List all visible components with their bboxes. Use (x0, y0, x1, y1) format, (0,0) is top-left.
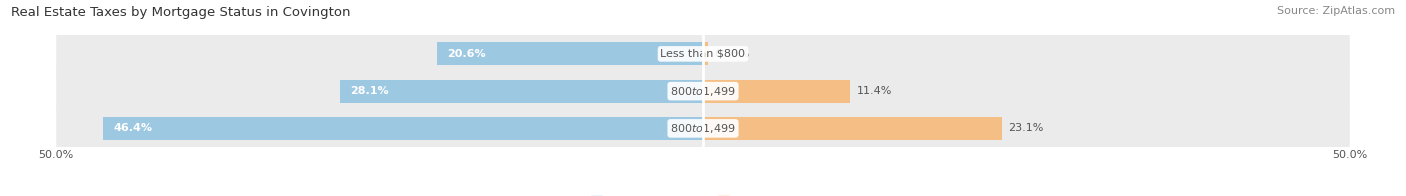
FancyBboxPatch shape (56, 20, 1350, 88)
Bar (703, 117, 1002, 140)
Text: 23.1%: 23.1% (1008, 123, 1043, 133)
Bar (436, 42, 703, 65)
Text: Real Estate Taxes by Mortgage Status in Covington: Real Estate Taxes by Mortgage Status in … (11, 6, 350, 19)
Bar (703, 42, 707, 65)
Text: 11.4%: 11.4% (856, 86, 893, 96)
Text: $800 to $1,499: $800 to $1,499 (671, 85, 735, 98)
Bar (703, 80, 851, 103)
Text: $800 to $1,499: $800 to $1,499 (671, 122, 735, 135)
Text: 0.38%: 0.38% (714, 49, 749, 59)
Text: 46.4%: 46.4% (112, 123, 152, 133)
Legend: Without Mortgage, With Mortgage: Without Mortgage, With Mortgage (586, 192, 820, 196)
Text: Source: ZipAtlas.com: Source: ZipAtlas.com (1277, 6, 1395, 16)
Text: Less than $800: Less than $800 (661, 49, 745, 59)
FancyBboxPatch shape (56, 57, 1350, 125)
Bar (339, 80, 703, 103)
FancyBboxPatch shape (56, 94, 1350, 162)
Text: 20.6%: 20.6% (447, 49, 485, 59)
Text: 28.1%: 28.1% (350, 86, 388, 96)
Bar (103, 117, 703, 140)
